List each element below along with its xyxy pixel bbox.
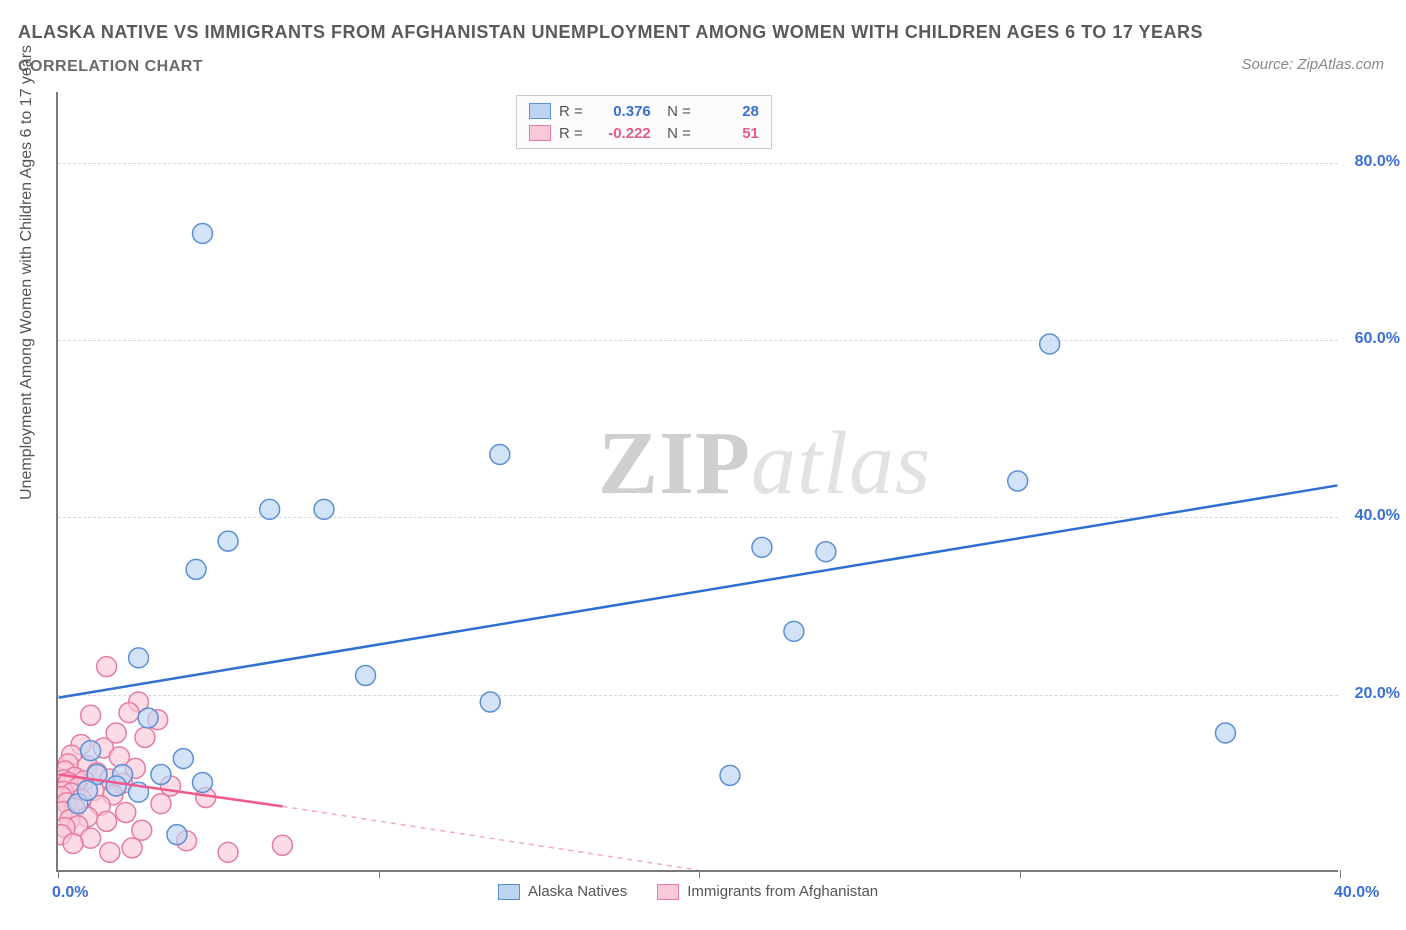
source-label: Source: ZipAtlas.com [1241,56,1384,73]
series-legend: Alaska Natives Immigrants from Afghanist… [498,883,878,900]
legend-row-blue: R = 0.376 N = 28 [529,100,759,122]
x-tick-minor [379,870,380,878]
chart-title: ALASKA NATIVE VS IMMIGRANTS FROM AFGHANI… [18,22,1203,43]
r-label: R = [559,103,583,120]
y-tick-label: 60.0% [1355,330,1400,348]
legend-row-pink: R = -0.222 N = 51 [529,122,759,144]
legend-label-pink: Immigrants from Afghanistan [687,883,878,900]
x-tick-minor [699,870,700,878]
x-tick-minor [1340,870,1341,878]
chart-subtitle: CORRELATION CHART [18,58,203,76]
swatch-pink-icon [657,884,679,900]
x-tick-minor [1020,870,1021,878]
y-tick-label: 40.0% [1355,507,1400,525]
correlation-legend: R = 0.376 N = 28 R = -0.222 N = 51 [516,95,772,149]
n-label: N = [659,103,691,120]
r-label: R = [559,125,583,142]
legend-item-pink: Immigrants from Afghanistan [657,883,878,900]
legend-item-blue: Alaska Natives [498,883,627,900]
n-value-pink: 51 [699,125,759,142]
scatter-plot [58,92,1338,870]
x-tick-minor [58,870,59,878]
swatch-pink-icon [529,125,551,141]
x-tick-label: 40.0% [1334,884,1379,902]
r-value-blue: 0.376 [591,103,651,120]
y-axis-label: Unemployment Among Women with Children A… [18,45,36,500]
n-label: N = [659,125,691,142]
chart-area: ZIPatlas R = 0.376 N = 28 R = -0.222 N =… [56,92,1338,872]
swatch-blue-icon [529,103,551,119]
y-tick-label: 20.0% [1355,685,1400,703]
swatch-blue-icon [498,884,520,900]
r-value-pink: -0.222 [591,125,651,142]
x-tick-label: 0.0% [52,884,88,902]
legend-label-blue: Alaska Natives [528,883,627,900]
n-value-blue: 28 [699,103,759,120]
y-tick-label: 80.0% [1355,153,1400,171]
